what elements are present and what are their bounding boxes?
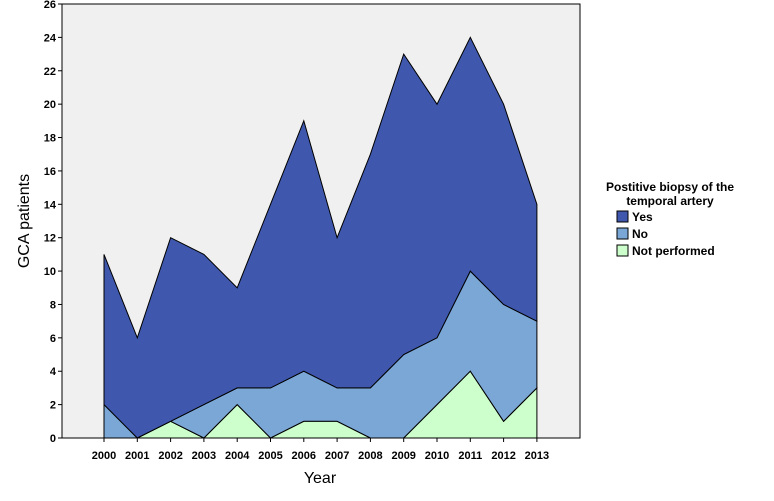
y-tick-label: 22: [44, 66, 56, 78]
legend-label-not-performed: Not performed: [632, 244, 715, 258]
x-tick-label: 2006: [292, 450, 316, 462]
x-tick-label: 2000: [92, 450, 116, 462]
y-tick-label: 2: [50, 400, 56, 412]
y-tick-label: 24: [44, 32, 57, 44]
stacked-areas: [103, 36, 538, 439]
x-tick-label: 2002: [158, 450, 182, 462]
area-yes: [103, 36, 538, 439]
x-axis: 2000 2001 2002 2003 2004 2005 2006 2007 2008 2009…: [92, 438, 549, 462]
legend-label-yes: Yes: [632, 210, 653, 224]
y-axis-title: GCA patients: [16, 174, 33, 268]
x-tick-label: 2005: [258, 450, 282, 462]
y-tick-label: 0: [50, 433, 56, 445]
x-tick-label: 2004: [225, 450, 250, 462]
y-tick-label: 20: [44, 99, 56, 111]
x-axis-title: Year: [304, 470, 337, 487]
y-tick-label: 6: [50, 333, 56, 345]
x-tick-label: 2001: [125, 450, 149, 462]
legend-title-line-2: temporal artery: [626, 194, 714, 208]
y-tick-label: 10: [44, 266, 56, 278]
x-tick-label: 2003: [192, 450, 216, 462]
y-tick-label: 12: [44, 233, 56, 245]
x-tick-label: 2007: [325, 450, 349, 462]
x-tick-label: 2010: [425, 450, 449, 462]
y-tick-label: 16: [44, 166, 56, 178]
x-tick-label: 2008: [358, 450, 382, 462]
x-tick-label: 2009: [391, 450, 415, 462]
y-tick-label: 8: [50, 299, 56, 311]
legend-title-line-1: Postitive biopsy of the: [606, 180, 734, 194]
legend-items: Yes No Not performed: [616, 210, 715, 258]
legend-label-no: No: [632, 227, 648, 241]
y-tick-label: 4: [50, 366, 57, 378]
y-tick-label: 26: [44, 0, 56, 11]
y-tick-label: 14: [44, 199, 57, 211]
legend-swatch-not-performed: [616, 244, 629, 257]
legend: Postitive biopsy of the temporal artery …: [606, 180, 734, 258]
x-tick-label: 2012: [491, 450, 515, 462]
legend-swatch-yes: [616, 210, 629, 223]
y-tick-label: 18: [44, 133, 56, 145]
x-tick-label: 2013: [525, 450, 549, 462]
x-tick-label: 2011: [458, 450, 482, 462]
legend-swatch-no: [616, 227, 629, 240]
